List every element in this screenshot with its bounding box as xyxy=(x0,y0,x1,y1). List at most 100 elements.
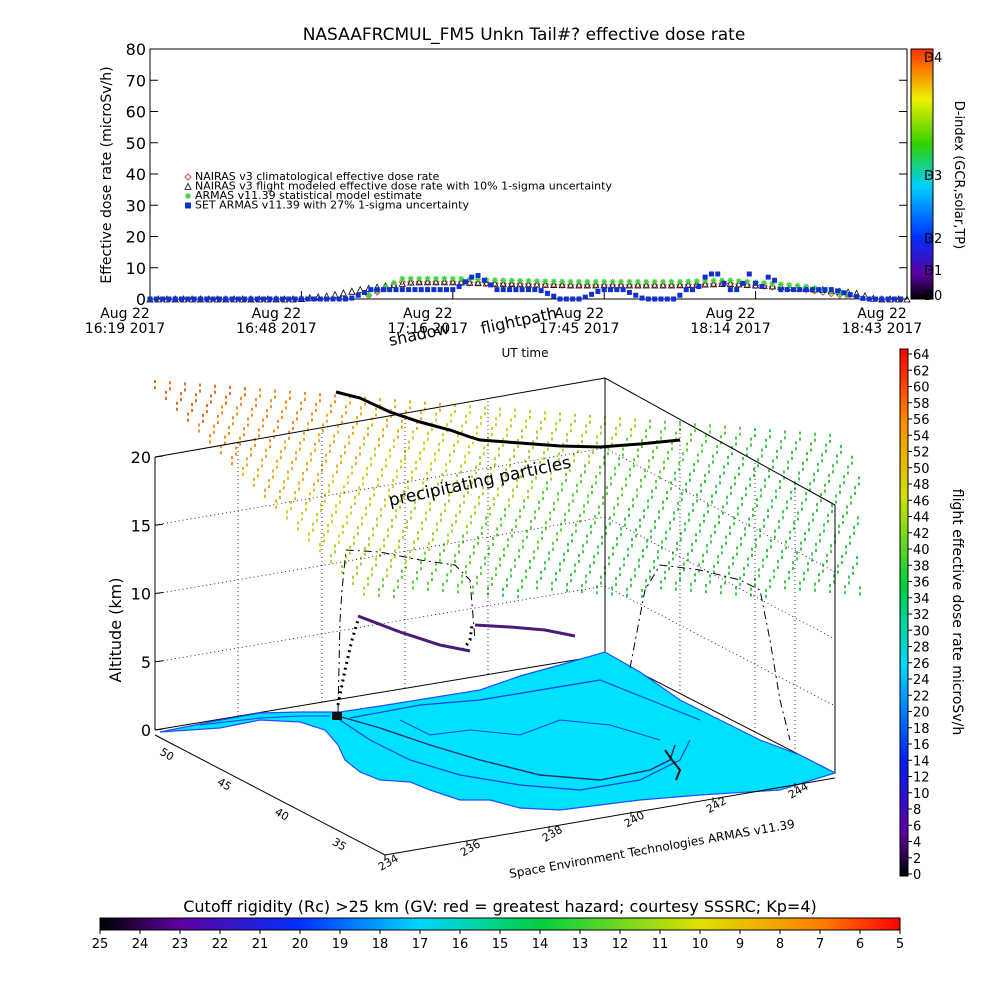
data-point xyxy=(204,296,210,302)
data-point xyxy=(759,284,765,289)
altitude-tick xyxy=(154,455,164,458)
data-point xyxy=(558,280,566,289)
data-point xyxy=(191,296,197,302)
data-point xyxy=(609,278,616,285)
dose-colorbar-tick-label: 10 xyxy=(913,787,930,802)
data-point xyxy=(872,296,878,302)
data-point xyxy=(660,278,667,285)
data-point xyxy=(645,296,651,302)
data-point xyxy=(721,280,727,286)
legend-marker xyxy=(184,173,192,181)
data-point xyxy=(601,278,608,285)
data-point xyxy=(508,277,515,284)
data-point xyxy=(317,296,323,302)
dose-colorbar-tick-label: 50 xyxy=(913,462,930,477)
dose-colorbar-tick-label: 8 xyxy=(913,803,921,818)
data-point xyxy=(584,278,591,285)
cutoff-colorbar-tick-label: 18 xyxy=(372,937,389,952)
data-point xyxy=(235,296,241,302)
data-point xyxy=(567,278,574,285)
data-point xyxy=(172,296,178,302)
data-point xyxy=(626,289,632,295)
data-point xyxy=(229,296,235,302)
data-point xyxy=(828,287,834,293)
data-point xyxy=(761,280,768,287)
data-point xyxy=(575,278,582,285)
data-point xyxy=(336,296,342,302)
top-x-tick-label: Aug 22 xyxy=(857,306,907,322)
dose-colorbar-tick-label: 42 xyxy=(913,527,930,542)
data-point xyxy=(582,294,588,300)
data-point xyxy=(412,287,418,293)
data-point xyxy=(491,277,498,284)
data-point xyxy=(727,287,733,293)
data-point xyxy=(690,287,696,293)
data-point xyxy=(794,282,801,289)
top-y-tick-label: 80 xyxy=(126,40,146,59)
data-point xyxy=(387,287,393,293)
data-point xyxy=(166,296,172,302)
top-x-tick-label: 16:19 2017 xyxy=(85,321,165,337)
altitude-tick-label: 10 xyxy=(131,585,151,604)
data-point xyxy=(449,277,457,286)
data-point xyxy=(475,276,482,283)
dose-colorbar-tick-label: 54 xyxy=(913,429,930,444)
cutoff-colorbar-tick-label: 16 xyxy=(452,937,469,952)
legend-entry: SET ARMAS v11.39 with 27% 1-sigma uncert… xyxy=(195,199,469,212)
data-point xyxy=(726,279,735,287)
data-point xyxy=(790,287,796,293)
data-point xyxy=(482,279,491,287)
data-point xyxy=(879,296,885,302)
data-point xyxy=(583,281,592,289)
data-point xyxy=(566,281,575,289)
data-point xyxy=(513,287,519,293)
data-point xyxy=(458,275,465,282)
dindex-tick-label: D0 xyxy=(924,289,942,304)
longitude-axis xyxy=(384,777,836,856)
data-point xyxy=(516,279,524,288)
data-point xyxy=(659,281,667,289)
data-point xyxy=(701,280,709,288)
top-x-tick-label: Aug 22 xyxy=(403,306,453,322)
data-point xyxy=(592,278,599,285)
dose-colorbar-tick-label: 12 xyxy=(913,771,930,786)
data-point xyxy=(374,287,380,293)
data-point xyxy=(803,287,809,293)
top-series-layer xyxy=(146,271,911,303)
data-point xyxy=(727,277,734,284)
altitude-tick-label: 0 xyxy=(141,721,151,740)
data-point xyxy=(797,287,803,293)
top-series-3 xyxy=(147,271,904,302)
cutoff-rigidity-colorbar: Cutoff rigidity (Rc) >25 km (GV: red = g… xyxy=(92,897,904,952)
data-point xyxy=(743,280,751,288)
flight-path-3d xyxy=(335,390,681,449)
data-point xyxy=(406,287,412,293)
dose-colorbar-tick-label: 18 xyxy=(913,722,930,737)
data-point xyxy=(541,280,549,288)
data-point xyxy=(474,278,482,287)
map-contour xyxy=(339,719,691,791)
data-point xyxy=(557,296,563,302)
dose-colorbar-tick-label: 48 xyxy=(913,478,930,493)
data-point xyxy=(356,285,364,294)
top-y-axis-label: Effective dose rate (microSv/h) xyxy=(99,66,115,283)
top-x-tick-label: 17:45 2017 xyxy=(539,321,619,337)
top-y-tick-label: 70 xyxy=(126,71,146,90)
data-point xyxy=(431,287,437,293)
data-point xyxy=(292,296,298,302)
data-point xyxy=(746,271,752,277)
data-point xyxy=(533,278,540,285)
data-point xyxy=(847,292,853,298)
data-point xyxy=(443,287,449,293)
data-point xyxy=(179,296,185,302)
longitude-tick-label: 238 xyxy=(540,823,565,845)
data-point xyxy=(365,291,372,298)
data-point xyxy=(765,274,771,280)
data-point xyxy=(860,295,866,301)
data-point xyxy=(803,283,810,290)
data-point xyxy=(601,287,607,293)
data-point xyxy=(380,287,386,293)
dose-rate-colorbar: 0246810121416182022242628303234363840424… xyxy=(899,348,965,883)
data-point xyxy=(595,289,601,294)
